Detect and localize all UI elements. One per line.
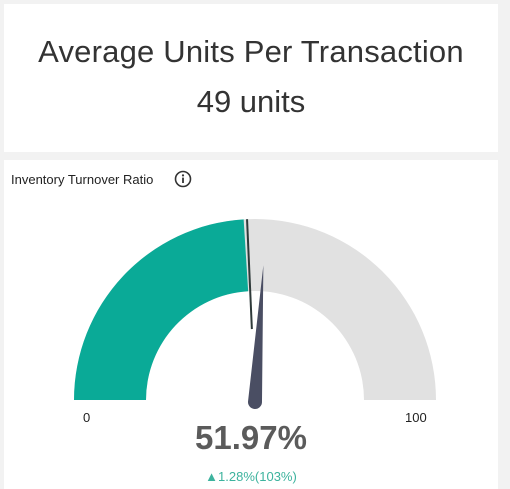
- gauge-card: Inventory Turnover Ratio 0 100 51.97% ▲1…: [4, 160, 498, 489]
- gauge-value: 51.97%: [195, 419, 307, 456]
- gauge-change: ▲1.28%(103%): [4, 469, 498, 484]
- up-arrow-icon: ▲: [205, 469, 219, 484]
- gauge-min-label: 0: [83, 410, 91, 425]
- kpi-title: Average Units Per Transaction: [38, 34, 464, 69]
- gauge-needle: [248, 265, 264, 410]
- kpi-value: 49 units: [196, 84, 306, 119]
- gauge-max-label: 100: [405, 410, 427, 425]
- info-circle-icon[interactable]: [173, 169, 193, 189]
- gauge-fill: [74, 219, 249, 400]
- gauge-chart: [74, 219, 436, 410]
- kpi-card: Average Units Per Transaction 49 units: [4, 4, 498, 152]
- gauge-change-text: 1.28%(103%): [218, 469, 297, 484]
- gauge-title: Inventory Turnover Ratio: [11, 172, 154, 187]
- gauge-target-marker: [246, 219, 253, 330]
